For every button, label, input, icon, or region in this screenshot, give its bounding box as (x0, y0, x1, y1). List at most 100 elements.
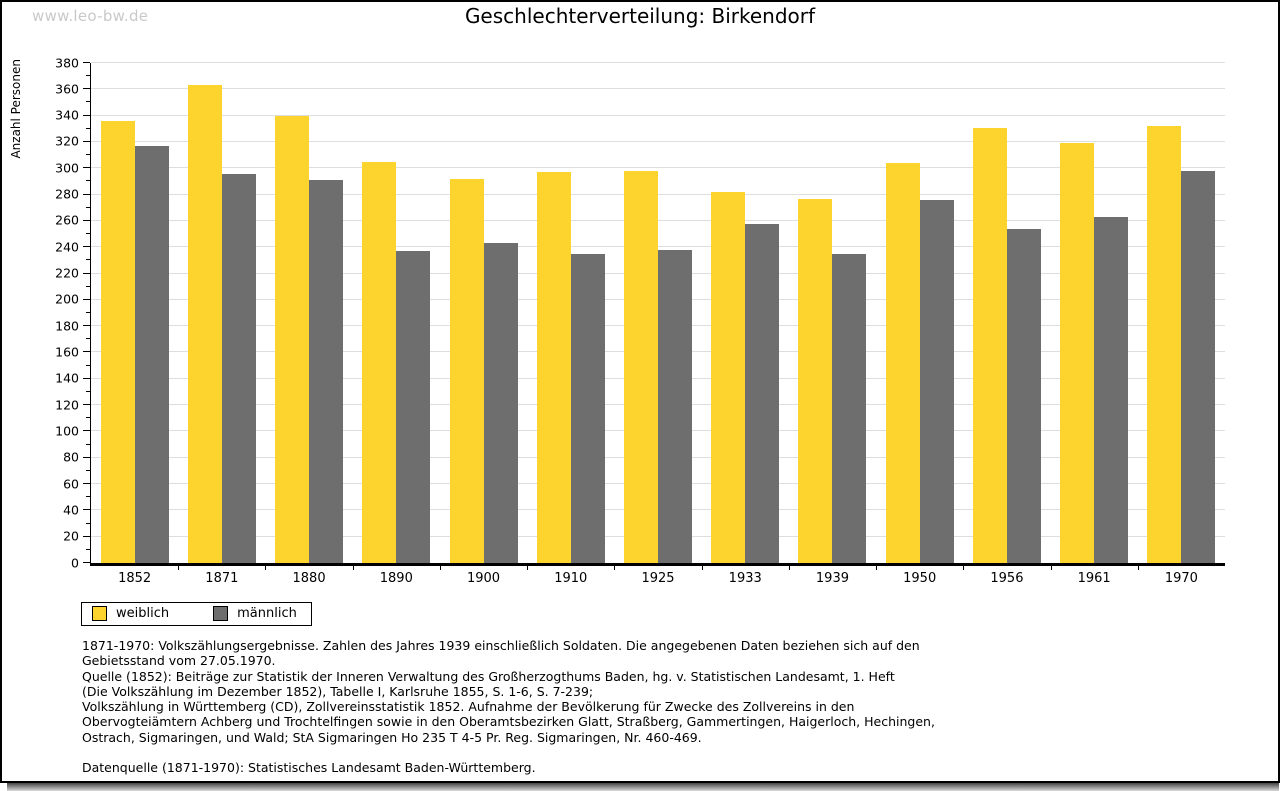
y-axis-tick-label-180: 180 (55, 317, 79, 333)
y-axis-minor-tick (86, 312, 90, 313)
y-axis-tick-label-380: 380 (55, 54, 79, 70)
y-axis-minor-tick (86, 522, 90, 524)
y-axis-tick-label-280: 280 (55, 186, 79, 202)
plot-area: 0 20 40 60 80 100 120 140 160 180 200 220 240 260 280 3… (55, 56, 1225, 585)
y-axis-tick-label-200: 200 (55, 291, 79, 307)
y-axis-minor-tick (86, 338, 90, 340)
x-axis-tick (527, 566, 529, 570)
x-axis-label-1852: 1852 (118, 571, 152, 586)
y-axis-tick-label-220: 220 (55, 265, 79, 281)
gridline-320 (91, 140, 1225, 142)
footnote-line: Quelle (1852): Beiträge zur Statistik de… (82, 668, 895, 684)
x-axis-tick (876, 566, 878, 570)
y-axis-tick-220 (83, 272, 90, 274)
x-axis-tick (701, 566, 703, 570)
footnote-line: Gebietsstand vom 27.05.1970. (82, 653, 276, 669)
bar-group-1900 (440, 63, 527, 563)
y-axis-tick-180 (83, 325, 90, 327)
y-axis-tick-80 (83, 456, 90, 458)
y-axis-tick-380 (83, 62, 90, 63)
x-axis-tick (352, 566, 354, 570)
x-axis-tick (1137, 566, 1139, 570)
y-axis-minor-tick (86, 154, 90, 156)
y-axis-tick-300 (83, 167, 90, 169)
footnote-line: Ostrach, Sigmaringen, und Wald; StA Sigm… (82, 729, 702, 745)
footnote-line: Obervogteiämtern Achberg und Trochtelfin… (82, 714, 935, 730)
x-axis-tick (788, 566, 790, 570)
bar-group-1950 (876, 63, 963, 563)
bar-weiblich-1871 (187, 85, 222, 563)
bar-weiblich-1933 (711, 191, 746, 563)
y-axis-tick-label-40: 40 (63, 502, 79, 518)
watermark-leo-bw: www.leo-bw.de (32, 7, 149, 25)
bar-männlich-1900 (483, 243, 518, 563)
y-axis-tick-240 (83, 246, 90, 248)
y-axis-minor-tick (86, 496, 90, 498)
x-axis-label-1880: 1880 (292, 571, 326, 586)
bar-männlich-1852 (134, 145, 169, 563)
y-axis-tick-label-80: 80 (63, 449, 79, 465)
x-axis-label-1970: 1970 (1164, 571, 1198, 586)
y-axis-tick-label-140: 140 (55, 370, 79, 386)
bar-group-1933 (702, 63, 789, 563)
bar-group-1970 (1138, 63, 1225, 563)
chart-title: Geschlechterverteilung: Birkendorf (464, 4, 816, 28)
x-axis-label-1890: 1890 (379, 571, 413, 586)
x-axis-tick (178, 566, 180, 570)
y-axis-tick-140 (83, 377, 90, 379)
bar-group-1871 (178, 63, 265, 563)
y-axis-tick-label-0: 0 (71, 554, 79, 570)
x-axis-label-1871: 1871 (205, 571, 239, 586)
bar-männlich-1950 (919, 199, 954, 563)
bar-weiblich-1961 (1060, 143, 1095, 563)
bar-männlich-1871 (221, 173, 256, 563)
footnote-line: 1871-1970: Volkszählungsergebnisse. Zahl… (82, 638, 920, 653)
y-axis-tick-label-340: 340 (55, 107, 79, 123)
bar-group-1956 (963, 63, 1050, 563)
bar-group-1939 (789, 63, 876, 563)
x-axis-label-1961: 1961 (1077, 571, 1111, 586)
bar-group-1880 (265, 63, 352, 563)
y-axis-minor-tick (86, 180, 90, 182)
footnote-line (82, 745, 935, 760)
footnote-line: Volkszählung in Württemberg (CD), Zollve… (82, 699, 855, 715)
bar-männlich-1933 (745, 223, 780, 563)
y-axis-minor-tick (86, 259, 90, 261)
y-axis-tick-0 (83, 562, 90, 563)
y-axis-minor-tick (86, 233, 90, 235)
bar-männlich-1880 (309, 180, 344, 563)
x-axis-tick (439, 566, 441, 570)
y-axis-tick-label-320: 320 (55, 133, 79, 149)
y-axis-minor-tick (86, 364, 90, 366)
bar-männlich-1890 (396, 251, 431, 563)
x-axis-tick (1050, 566, 1052, 570)
bar-group-1890 (353, 63, 440, 563)
x-axis-label-1933: 1933 (728, 571, 762, 586)
x-axis-label-1925: 1925 (641, 571, 675, 586)
legend-label-maennlich: männlich (237, 606, 297, 621)
bar-männlich-1956 (1006, 228, 1041, 563)
x-axis-tick (614, 566, 616, 570)
y-axis-tick-40 (83, 509, 90, 511)
gridline-300 (91, 167, 1225, 169)
y-axis-minor-tick (86, 127, 90, 129)
y-axis-tick-20 (83, 535, 90, 537)
bar-group-1961 (1051, 63, 1138, 563)
y-axis-minor-tick (86, 390, 90, 392)
footnotes: 1871-1970: Volkszählungsergebnisse. Zahl… (82, 638, 935, 776)
gridline-340 (91, 114, 1225, 116)
y-axis-minor-tick (86, 548, 90, 550)
bar-männlich-1970 (1181, 170, 1216, 563)
y-axis-tick-label-260: 260 (55, 212, 79, 228)
y-axis-minor-tick (86, 285, 90, 287)
y-axis-title: Anzahl Personen (9, 59, 23, 159)
bar-weiblich-1939 (798, 198, 833, 563)
page-bottom-shadow (7, 783, 1279, 791)
footnote-line: Datenquelle (1871-1970): Statistisches L… (82, 760, 536, 776)
bar-group-1852 (91, 63, 178, 563)
y-axis-tick-120 (83, 404, 90, 406)
bar-weiblich-1890 (362, 161, 397, 563)
bar-männlich-1961 (1094, 216, 1129, 563)
bar-weiblich-1852 (100, 120, 135, 563)
